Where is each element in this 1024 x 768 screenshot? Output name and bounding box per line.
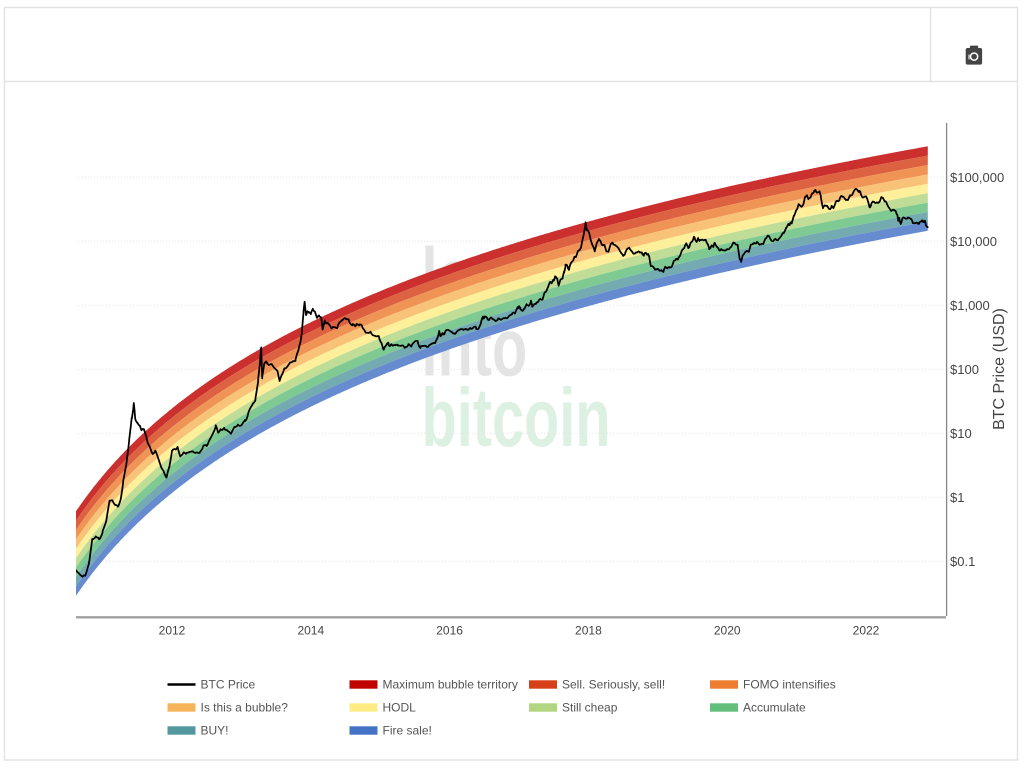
svg-text:2020: 2020 xyxy=(714,624,741,638)
svg-text:$1,000: $1,000 xyxy=(950,298,990,313)
svg-text:HODL: HODL xyxy=(383,701,417,715)
svg-text:Still cheap: Still cheap xyxy=(562,701,618,715)
svg-text:Sell. Seriously, sell!: Sell. Seriously, sell! xyxy=(562,678,665,692)
svg-text:BUY!: BUY! xyxy=(201,724,229,738)
svg-text:$1: $1 xyxy=(950,490,964,505)
svg-text:$10,000: $10,000 xyxy=(950,234,997,249)
svg-text:2022: 2022 xyxy=(853,624,880,638)
svg-text:FOMO intensifies: FOMO intensifies xyxy=(743,678,836,692)
svg-text:BTC Price: BTC Price xyxy=(201,678,256,692)
svg-text:Fire sale!: Fire sale! xyxy=(383,724,432,738)
svg-text:2016: 2016 xyxy=(436,624,463,638)
svg-text:Accumulate: Accumulate xyxy=(743,701,806,715)
svg-text:bitcoin: bitcoin xyxy=(422,371,611,464)
svg-text:2012: 2012 xyxy=(159,624,186,638)
svg-text:$100,000: $100,000 xyxy=(950,170,1004,185)
svg-text:$100: $100 xyxy=(950,362,979,377)
svg-text:$0.1: $0.1 xyxy=(950,554,975,569)
svg-text:$10: $10 xyxy=(950,426,972,441)
svg-text:2018: 2018 xyxy=(575,624,602,638)
svg-text:2014: 2014 xyxy=(297,624,324,638)
svg-text:BTC Price (USD): BTC Price (USD) xyxy=(991,308,1008,430)
svg-text:Maximum bubble territory: Maximum bubble territory xyxy=(383,678,518,692)
svg-text:Is this a bubble?: Is this a bubble? xyxy=(201,701,289,715)
